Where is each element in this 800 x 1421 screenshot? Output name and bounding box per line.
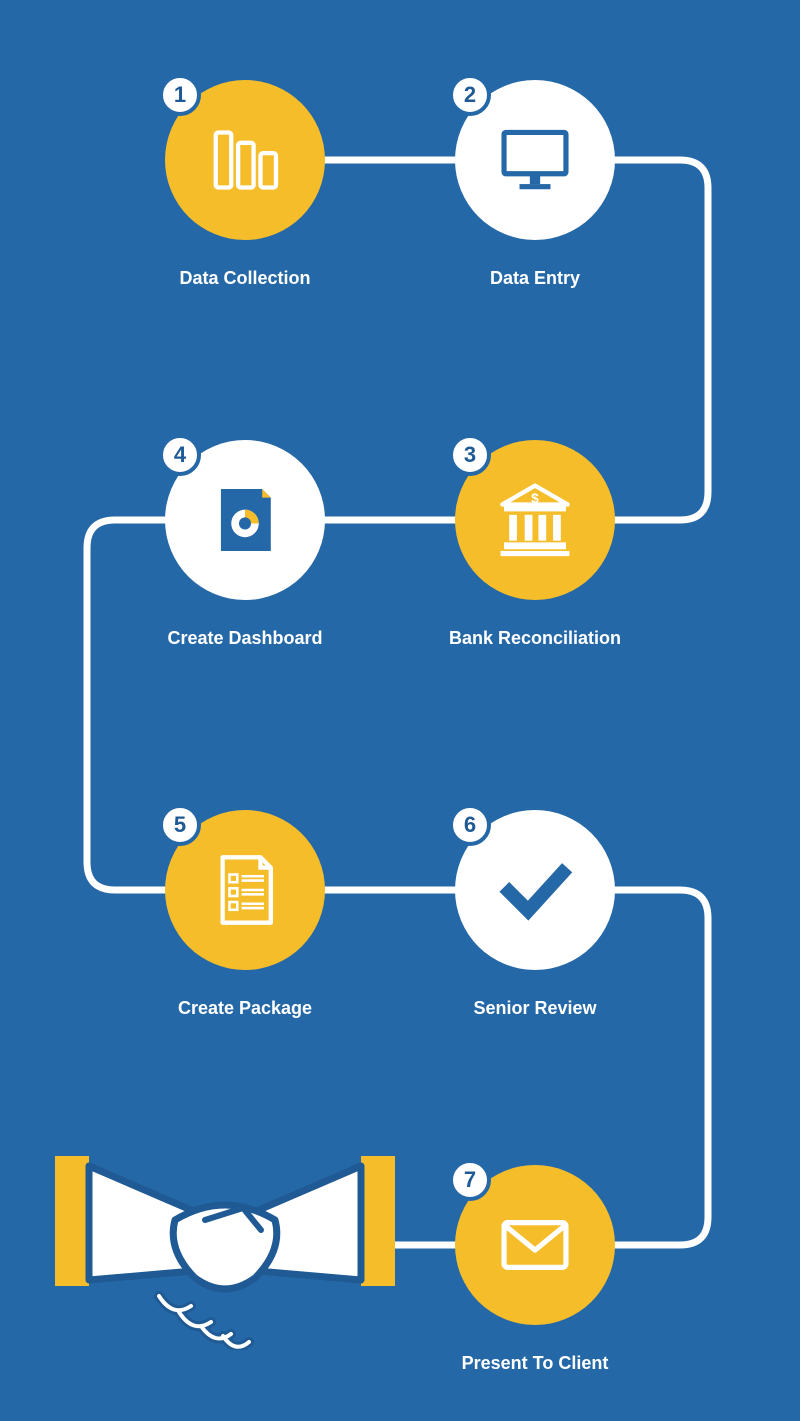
chartdoc-icon xyxy=(200,475,290,565)
step-circle: 4 xyxy=(165,440,325,600)
step-label: Present To Client xyxy=(462,1353,609,1374)
step-number-badge: 3 xyxy=(449,434,491,476)
step-number-badge: 6 xyxy=(449,804,491,846)
step-circle: 5 xyxy=(165,810,325,970)
step-circle: 2 xyxy=(455,80,615,240)
process-step-5: 5 Create Package xyxy=(145,810,345,1019)
step-number-badge: 1 xyxy=(159,74,201,116)
process-step-2: 2 Data Entry xyxy=(435,80,635,289)
step-label: Data Entry xyxy=(490,268,580,289)
step-circle: 3 $ xyxy=(455,440,615,600)
svg-text:$: $ xyxy=(531,491,539,506)
step-label: Create Package xyxy=(178,998,312,1019)
step-label: Bank Reconciliation xyxy=(449,628,621,649)
envelope-icon xyxy=(490,1200,580,1290)
step-circle: 6 xyxy=(455,810,615,970)
step-number-badge: 7 xyxy=(449,1159,491,1201)
process-step-6: 6 Senior Review xyxy=(435,810,635,1019)
step-number-badge: 2 xyxy=(449,74,491,116)
bars-icon xyxy=(200,115,290,205)
step-label: Senior Review xyxy=(473,998,596,1019)
step-label: Create Dashboard xyxy=(167,628,322,649)
process-step-7: 7 Present To Client xyxy=(435,1165,635,1374)
bank-icon: $ xyxy=(490,475,580,565)
monitor-icon xyxy=(490,115,580,205)
listdoc-icon xyxy=(200,845,290,935)
process-flow-diagram: 1 Data Collection 2 Data Entry 3 $ Bank Rec… xyxy=(0,0,800,1421)
step-circle: 7 xyxy=(455,1165,615,1325)
check-icon xyxy=(490,845,580,935)
process-step-3: 3 $ Bank Reconciliation xyxy=(435,440,635,649)
step-number-badge: 4 xyxy=(159,434,201,476)
process-step-1: 1 Data Collection xyxy=(145,80,345,289)
handshake-illustration xyxy=(55,1120,395,1350)
step-circle: 1 xyxy=(165,80,325,240)
step-label: Data Collection xyxy=(179,268,310,289)
process-step-4: 4 Create Dashboard xyxy=(145,440,345,649)
step-number-badge: 5 xyxy=(159,804,201,846)
